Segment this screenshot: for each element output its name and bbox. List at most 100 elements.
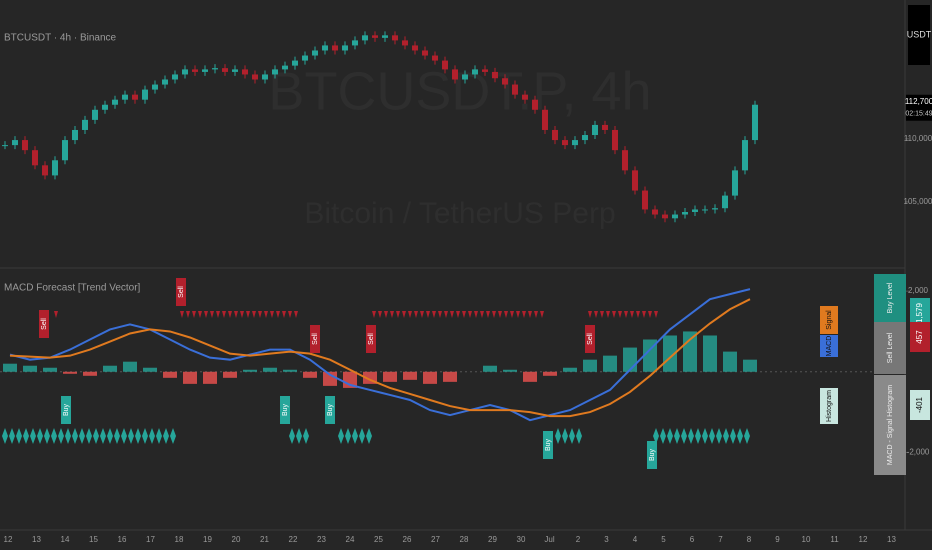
sell-arrow xyxy=(468,311,472,318)
histogram-bar xyxy=(703,335,717,372)
series-tag-label: MACD xyxy=(826,336,833,357)
buy-diamond xyxy=(44,428,50,444)
legend-box xyxy=(874,274,906,322)
time-label: 17 xyxy=(146,535,155,544)
legend-label: Sell Level xyxy=(887,332,894,363)
sell-arrow xyxy=(444,311,448,318)
histogram-bar xyxy=(323,371,337,386)
sell-arrow xyxy=(192,311,196,318)
time-label: 5 xyxy=(661,535,666,544)
candle xyxy=(72,129,78,141)
series-tag-label: Histogram xyxy=(826,390,833,422)
buy-diamond xyxy=(93,428,99,444)
currency-box xyxy=(908,5,930,65)
buy-label: Buy xyxy=(282,403,289,416)
sell-arrow xyxy=(612,311,616,318)
candle xyxy=(262,74,268,80)
buy-diamond xyxy=(289,428,295,444)
time-label: 13 xyxy=(32,535,41,544)
candle xyxy=(282,65,288,70)
macd-tick-label: -2,000 xyxy=(907,448,930,457)
time-label: 22 xyxy=(289,535,298,544)
candle xyxy=(102,104,108,110)
buy-diamond xyxy=(569,428,575,444)
sell-arrow xyxy=(534,311,538,318)
candle xyxy=(12,140,18,146)
sell-label: Sell xyxy=(587,333,594,345)
value-box xyxy=(910,390,930,420)
time-label: 10 xyxy=(802,535,811,544)
time-label: 2 xyxy=(576,535,581,544)
time-label: 23 xyxy=(317,535,326,544)
sell-arrow xyxy=(222,311,226,318)
buy-diamond xyxy=(114,428,120,444)
sell-arrow xyxy=(642,311,646,318)
buy-diamond xyxy=(65,428,71,444)
series-tag-label: Signal xyxy=(826,310,833,330)
sell-arrow xyxy=(420,311,424,318)
candle xyxy=(132,94,138,100)
buy-diamond xyxy=(51,428,57,444)
sell-arrow xyxy=(528,311,532,318)
sell-arrow xyxy=(240,311,244,318)
time-label: 18 xyxy=(175,535,184,544)
buy-diamond xyxy=(653,428,659,444)
buy-diamond xyxy=(79,428,85,444)
sell-arrow xyxy=(648,311,652,318)
sell-arrow xyxy=(450,311,454,318)
sell-arrow xyxy=(402,311,406,318)
histogram-bar xyxy=(103,365,117,372)
time-label: 25 xyxy=(374,535,383,544)
candle xyxy=(232,69,238,72)
buy-label: Buy xyxy=(545,438,552,451)
sell-tag xyxy=(39,310,49,338)
candle xyxy=(392,35,398,41)
macd-line xyxy=(9,288,751,422)
candle xyxy=(302,55,308,61)
sell-arrow xyxy=(378,311,382,318)
candle xyxy=(22,140,28,151)
buy-diamond xyxy=(9,428,15,444)
candle xyxy=(112,99,118,105)
histogram-bar xyxy=(203,371,217,384)
sell-arrow xyxy=(630,311,634,318)
buy-diamond xyxy=(135,428,141,444)
candle xyxy=(242,69,248,75)
candle xyxy=(672,214,678,219)
buy-diamond xyxy=(730,428,736,444)
histogram-bar xyxy=(43,367,57,372)
sell-tag xyxy=(176,278,186,306)
histogram-bar xyxy=(143,367,157,372)
candle xyxy=(662,214,668,219)
buy-tag xyxy=(280,396,290,424)
sell-arrow xyxy=(372,311,376,318)
histogram-bar xyxy=(123,361,137,372)
histogram-bar xyxy=(623,347,637,372)
candle xyxy=(732,170,738,196)
buy-diamond xyxy=(30,428,36,444)
histogram-bar xyxy=(383,371,397,382)
sell-arrow xyxy=(462,311,466,318)
candle xyxy=(642,190,648,210)
sell-arrow xyxy=(270,311,274,318)
sell-arrow xyxy=(246,311,250,318)
histogram-bar xyxy=(243,369,257,372)
histogram-bar xyxy=(603,355,617,372)
buy-diamond xyxy=(681,428,687,444)
histogram-bar xyxy=(723,351,737,372)
histogram-bar xyxy=(403,371,417,380)
buy-diamond xyxy=(345,428,351,444)
sell-arrow xyxy=(54,311,58,318)
sell-tag xyxy=(585,325,595,353)
buy-diamond xyxy=(737,428,743,444)
candle xyxy=(212,68,218,70)
sell-arrow xyxy=(606,311,610,318)
sell-arrow xyxy=(522,311,526,318)
sell-arrow xyxy=(540,311,544,318)
histogram-bar xyxy=(23,365,37,372)
candle xyxy=(612,129,618,151)
time-label: 20 xyxy=(232,535,241,544)
candle xyxy=(462,74,468,80)
candle xyxy=(512,84,518,95)
buy-diamond xyxy=(100,428,106,444)
